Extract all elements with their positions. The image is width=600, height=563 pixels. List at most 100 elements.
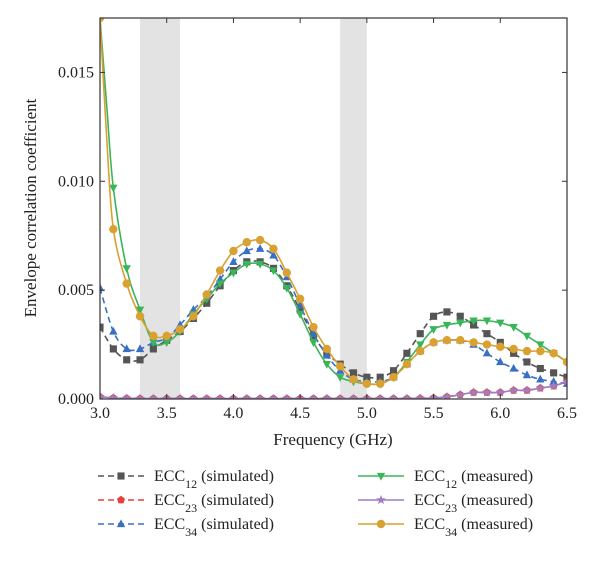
data-point [121,393,132,399]
data-point [135,344,145,353]
shaded-bands [140,18,367,399]
legend-item-5: ECC34 (measured) [358,516,533,539]
data-point [296,306,304,314]
data-point [456,336,465,345]
legend-item-2: ECC34 (simulated) [98,516,274,539]
data-point [456,312,464,320]
y-tick-label: 0.005 [58,282,94,299]
data-point [282,268,291,277]
data-point [362,379,372,388]
legend-label: ECC34 (measured) [414,516,533,539]
data-point [269,244,278,253]
data-point [509,344,518,354]
data-point [269,267,278,276]
data-point [442,336,452,345]
x-tick-label: 6.5 [557,405,577,422]
data-point [148,393,159,399]
data-point [548,380,559,391]
data-point [100,391,105,399]
data-point [149,345,157,353]
data-point [482,317,492,326]
data-point [495,387,506,397]
data-point [295,294,305,304]
data-point [335,374,345,382]
data-point [149,331,158,341]
data-point [536,364,544,373]
data-point [122,279,131,288]
legend-marker [376,494,386,505]
series-3 [100,18,567,389]
x-tick-label: 5.0 [357,405,377,422]
series-5 [100,18,567,388]
data-point [122,265,131,273]
data-point [149,339,158,348]
data-point [549,376,558,385]
data-point [536,346,545,356]
data-point [549,349,558,358]
data-point [429,326,438,334]
data-point [109,345,117,353]
data-point [536,374,545,383]
data-point [509,363,518,372]
x-tick-label: 6.0 [490,405,510,422]
data-point [269,250,278,259]
legend-label: ECC34 (simulated) [154,516,274,539]
data-point [229,257,238,265]
shaded-band-1 [340,18,367,399]
legend-marker [376,472,386,481]
data-point [201,393,212,399]
data-point [508,385,519,395]
y-axis-label: Envelope correlation coefficient [21,98,40,317]
legend-label: ECC12 (measured) [414,468,533,491]
data-point [109,184,118,193]
x-tick-label: 4.0 [223,405,243,422]
data-point [455,389,466,399]
data-point [389,373,398,382]
legend-marker [116,519,126,528]
data-point [309,339,318,348]
data-point [322,350,332,359]
data-point [469,338,478,347]
data-point [135,393,145,399]
data-point [429,338,438,347]
axis-ticks: 3.0 3.5 4.0 4.5 5.0 5.5 6.0 6.5 0.000 0.005 0.010 0… [58,18,577,422]
data-point [215,280,225,289]
legend-item-3: ECC12 (measured) [358,468,533,491]
data-point [189,312,198,321]
data-point [175,393,185,399]
data-point [255,393,265,399]
data-point [562,357,567,367]
legend-marker [376,519,386,529]
data-point [509,324,518,332]
data-point [496,338,504,346]
data-point [442,391,452,399]
data-point [215,393,225,399]
data-point [523,358,531,366]
x-tick-label: 3.0 [90,405,110,422]
data-point [349,375,358,384]
data-point [376,379,385,388]
data-point [135,306,145,315]
data-point [415,393,426,399]
data-point [482,348,492,357]
data-point [109,224,118,234]
data-point [496,342,505,351]
data-point [202,290,211,299]
data-point [416,341,425,350]
data-point [482,340,492,349]
data-point [136,356,144,364]
data-point [188,393,199,399]
data-point [522,370,532,379]
x-tick-label: 5.5 [424,405,444,422]
data-point [255,260,265,269]
data-point [242,246,251,255]
legend-item-1: ECC23 (simulated) [98,492,274,515]
data-point [442,321,452,330]
data-point [510,349,518,357]
data-point [335,362,345,371]
data-point [162,339,171,348]
x-axis-label: Frequency (GHz) [273,430,392,449]
data-point [108,392,119,399]
data-point [403,349,411,357]
data-point [388,393,399,399]
